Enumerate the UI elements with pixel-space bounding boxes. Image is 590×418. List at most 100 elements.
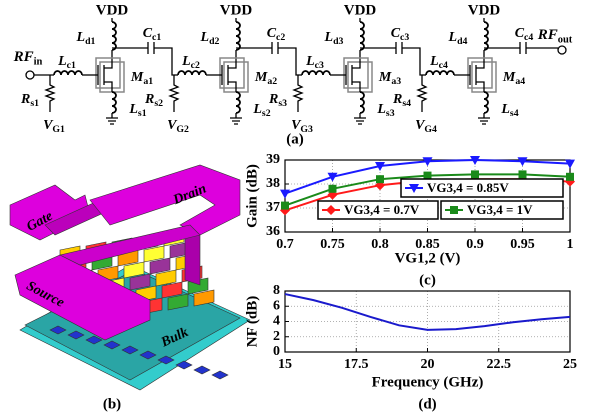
rs-label: Rs2	[144, 92, 163, 109]
marker	[281, 202, 289, 210]
ma-label-sub: a4	[515, 76, 525, 87]
x-tick-label: 15	[278, 357, 292, 372]
ld-label: Ld3	[324, 30, 344, 47]
vg-label-sub: G2	[176, 124, 189, 135]
ma-label: Ma2	[254, 70, 277, 87]
wire	[106, 118, 118, 124]
ls-label-sub: s4	[510, 108, 519, 119]
vg-label-sub: G4	[424, 124, 437, 135]
inductor	[360, 92, 364, 113]
wire	[360, 42, 402, 54]
rf-out-label: RFout	[537, 27, 573, 45]
marker	[280, 190, 290, 199]
ma-label-main: M	[130, 70, 144, 85]
inductor	[484, 22, 488, 50]
vg-label: VG4	[415, 118, 437, 135]
ld-label-main: L	[200, 30, 210, 45]
y-tick-label: 8	[273, 283, 280, 298]
cc-label: Cc2	[267, 26, 286, 43]
ld-label: Ld2	[200, 30, 220, 47]
cc-label: Cc4	[515, 26, 534, 43]
wire	[170, 75, 178, 112]
ld-label-main: L	[448, 30, 458, 45]
lc-label: Lc1	[57, 54, 76, 71]
wire	[418, 75, 426, 112]
caption: (c)	[419, 272, 436, 288]
via	[212, 371, 228, 379]
x-axis-label: Frequency (GHz)	[372, 374, 484, 390]
x-axis-label: VG1,2 (V)	[395, 250, 461, 266]
inductor	[236, 92, 240, 113]
rs-label: Rs1	[20, 92, 39, 109]
rs-label: Rs4	[392, 92, 411, 109]
wire	[112, 42, 154, 54]
y-tick-label: 4	[273, 314, 280, 329]
legend-marker	[450, 206, 458, 214]
ld-label-sub: d2	[209, 36, 219, 47]
vg-label-sub: G1	[52, 124, 65, 135]
ma-label-main: M	[378, 70, 392, 85]
lc-label: Lc2	[181, 54, 200, 71]
rf-in-label-main: RF	[13, 49, 34, 65]
ma-label-main: M	[254, 70, 268, 85]
ld-label-sub: d3	[333, 36, 343, 47]
vg-label: VG1	[43, 118, 65, 135]
ma-label-sub: a1	[143, 76, 153, 87]
via	[194, 366, 210, 374]
marker	[566, 173, 574, 181]
ld-label-sub: d1	[85, 36, 95, 47]
y-tick-label: 38	[266, 176, 280, 191]
caption: (b)	[103, 396, 121, 412]
wire	[46, 75, 54, 112]
ma-label-sub: a2	[267, 76, 277, 87]
rf-out-label-sub: out	[558, 35, 573, 46]
ld-label-main: L	[76, 30, 86, 45]
x-tick-label: 0.7	[276, 237, 294, 252]
rs-label-main: R	[144, 92, 154, 107]
wire	[294, 75, 302, 112]
rf-out-label-main: RF	[537, 27, 558, 43]
x-tick-label: 1	[567, 237, 574, 252]
rf-in-label: RFin	[13, 49, 43, 67]
wire	[230, 118, 242, 124]
wire	[402, 48, 422, 75]
ld-label: Ld4	[448, 30, 468, 47]
x-tick-label: 17.5	[344, 357, 369, 372]
cc-label-sub: c4	[524, 32, 533, 43]
vdd-label: VDD	[344, 2, 377, 18]
wire	[278, 48, 298, 75]
ls-label-sub: s1	[138, 108, 147, 119]
x-tick-label: 22.5	[487, 357, 512, 372]
inductor	[54, 71, 82, 75]
figure: RFinRFoutVDDLd1Cc1Ma1Ls1Lc1Rs1VG1VDDLd2C…	[0, 0, 590, 418]
cc-label-sub: c2	[276, 32, 285, 43]
x-tick-label: 0.75	[320, 237, 345, 252]
lc-label-main: L	[57, 54, 67, 69]
inductor	[112, 22, 116, 50]
port	[26, 71, 34, 79]
y-tick-label: 2	[273, 329, 280, 344]
y-tick-label: 37	[266, 200, 280, 215]
wire	[354, 118, 366, 124]
rs-label-sub: s2	[154, 98, 163, 109]
ld-label-main: L	[324, 30, 334, 45]
ls-label-main: L	[376, 102, 386, 117]
ls-label-sub: s2	[262, 108, 271, 119]
cc-label: Cc1	[143, 26, 162, 43]
ls-label-main: L	[252, 102, 262, 117]
wire	[484, 42, 526, 54]
ls-label: Ls1	[128, 102, 146, 119]
ma-label-sub: a3	[391, 76, 401, 87]
caption: (d)	[418, 396, 436, 412]
wire	[478, 118, 490, 124]
rs-label-sub: s1	[30, 98, 39, 109]
lc-label: Lc4	[429, 54, 448, 71]
vdd-label: VDD	[96, 2, 129, 18]
ma-label: Ma3	[378, 70, 401, 87]
x-tick-label: 0.8	[371, 237, 389, 252]
rs-label-sub: s4	[402, 98, 411, 109]
y-axis-label: NF (dB)	[244, 296, 260, 348]
port	[558, 46, 566, 54]
marker	[376, 175, 384, 183]
rs-label-main: R	[20, 92, 30, 107]
